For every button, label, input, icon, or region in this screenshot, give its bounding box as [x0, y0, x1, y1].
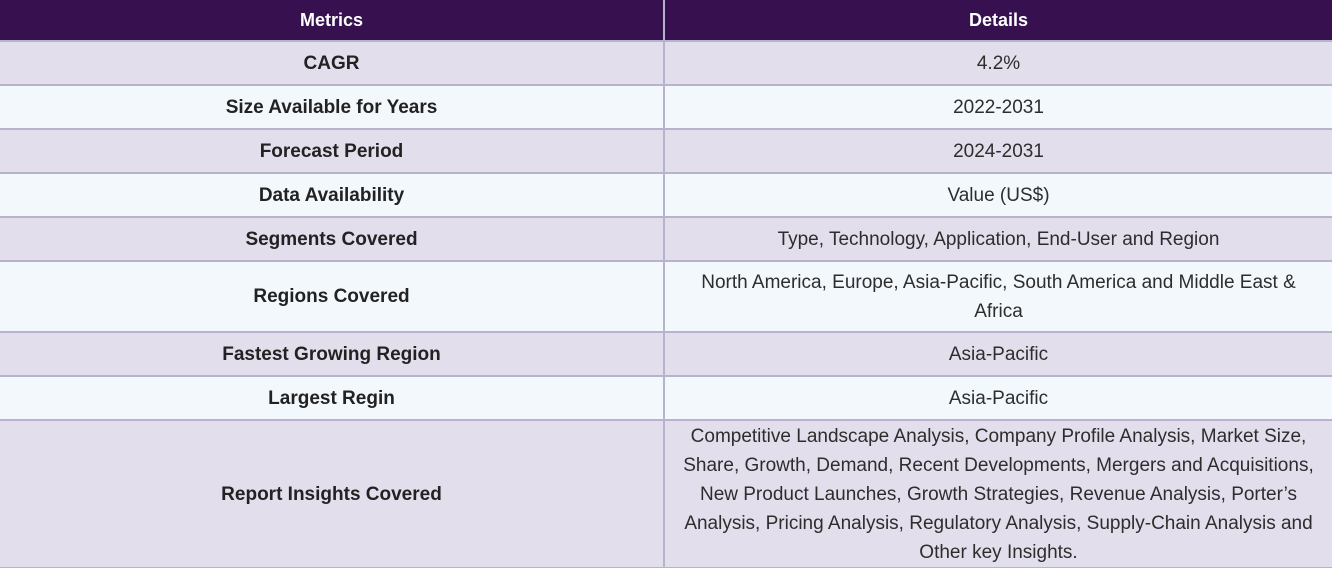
metric-cell: Size Available for Years — [0, 85, 665, 130]
table-row: Size Available for Years 2022-2031 — [0, 85, 1332, 130]
table-row: Largest Regin Asia-Pacific — [0, 376, 1332, 421]
metric-cell: Largest Regin — [0, 376, 665, 421]
table-row: Report Insights Covered Competitive Land… — [0, 420, 1332, 568]
table-body: CAGR 4.2% Size Available for Years 2022-… — [0, 41, 1332, 568]
metric-cell: Regions Covered — [0, 261, 665, 333]
detail-cell: 4.2% — [664, 41, 1332, 86]
table-row: Forecast Period 2024-2031 — [0, 129, 1332, 174]
metric-cell: Report Insights Covered — [0, 420, 665, 568]
detail-cell: 2022-2031 — [664, 85, 1332, 130]
header-metrics: Metrics — [0, 0, 665, 42]
detail-cell: Asia-Pacific — [664, 332, 1332, 377]
metric-cell: Forecast Period — [0, 129, 665, 174]
detail-cell: Type, Technology, Application, End-User … — [664, 217, 1332, 262]
table-header: Metrics Details — [0, 0, 1332, 42]
detail-cell: Value (US$) — [664, 173, 1332, 218]
detail-cell: North America, Europe, Asia-Pacific, Sou… — [664, 261, 1332, 333]
metric-cell: CAGR — [0, 41, 665, 86]
table-row: Segments Covered Type, Technology, Appli… — [0, 217, 1332, 262]
metric-cell: Fastest Growing Region — [0, 332, 665, 377]
detail-cell: 2024-2031 — [664, 129, 1332, 174]
metric-cell: Segments Covered — [0, 217, 665, 262]
metric-cell: Data Availability — [0, 173, 665, 218]
table-row: Fastest Growing Region Asia-Pacific — [0, 332, 1332, 377]
table-row: CAGR 4.2% — [0, 41, 1332, 86]
table-row: Regions Covered North America, Europe, A… — [0, 261, 1332, 333]
header-details: Details — [664, 0, 1332, 42]
detail-cell: Competitive Landscape Analysis, Company … — [664, 420, 1332, 568]
header-row: Metrics Details — [0, 0, 1332, 42]
table-row: Data Availability Value (US$) — [0, 173, 1332, 218]
detail-cell: Asia-Pacific — [664, 376, 1332, 421]
